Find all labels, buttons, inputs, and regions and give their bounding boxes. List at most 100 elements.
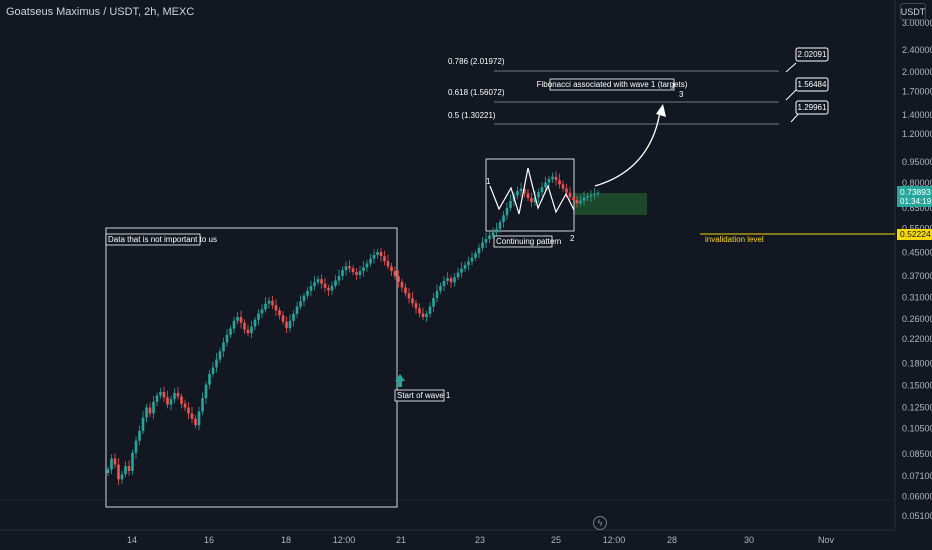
symbol-title[interactable]: Goatseus Maximus / USDT, 2h, MEXC — [6, 6, 195, 18]
candle-body — [488, 235, 491, 240]
candle-body — [453, 277, 456, 283]
time-tick: 16 — [204, 535, 214, 545]
candle-body — [428, 306, 432, 314]
candle-body — [148, 407, 152, 414]
price-tick: 0.12500 — [902, 403, 932, 413]
time-tick: Nov — [818, 535, 835, 545]
candle-body — [362, 267, 365, 272]
price-axis[interactable]: 3.00000 2.40000 2.00000 1.70000 1.40000 1.200… — [902, 18, 932, 521]
candle-body — [257, 313, 260, 320]
candle-body — [337, 275, 341, 281]
candle-body — [456, 272, 460, 278]
candle-body — [323, 283, 327, 288]
candle-body — [537, 192, 540, 198]
candle-body — [432, 298, 435, 307]
candle-body — [442, 280, 446, 287]
unimportant-label: Data that is not important to us — [108, 235, 217, 244]
lightning-icon[interactable]: ϟ — [593, 516, 607, 530]
candle-body — [551, 176, 554, 180]
wave-1-marker: 1 — [486, 177, 491, 186]
candle-body — [190, 413, 194, 419]
time-axis[interactable]: 14 16 18 12:00 21 23 25 12:00 28 30 Nov — [127, 535, 835, 545]
candle-body — [344, 266, 348, 271]
price-tick: 1.20000 — [902, 129, 932, 139]
candle-body — [484, 239, 488, 243]
unimportant-data-box[interactable] — [105, 227, 398, 508]
candle-body — [225, 334, 229, 343]
candle-body — [547, 179, 551, 183]
candle-body — [526, 193, 530, 199]
candle-body — [544, 182, 547, 188]
continuing-pattern-box[interactable] — [485, 158, 575, 232]
candle-body — [372, 254, 376, 259]
candle-body — [327, 287, 330, 291]
candle-body — [558, 180, 561, 185]
candle-body — [138, 430, 141, 441]
candle-body — [260, 309, 264, 314]
candle-body — [131, 452, 134, 471]
time-tick: 28 — [667, 535, 677, 545]
candle-body — [243, 322, 246, 330]
target-zone — [573, 193, 647, 215]
candle-body — [470, 257, 474, 262]
candle-body — [509, 200, 512, 208]
candle-body — [460, 268, 463, 273]
last-price-tag — [897, 186, 932, 207]
currency-button[interactable]: USDT — [900, 3, 926, 20]
candle-body — [418, 308, 421, 314]
time-tick: 23 — [475, 535, 485, 545]
candle-body — [491, 232, 495, 236]
target-arrow-head — [656, 104, 666, 117]
candle-body — [414, 303, 418, 309]
wave-3-marker: 3 — [679, 90, 684, 99]
candle-body — [596, 192, 600, 194]
candle-body — [117, 464, 120, 480]
candle-body — [351, 268, 355, 273]
candle-body — [477, 247, 481, 254]
price-tick: 0.26000 — [902, 314, 932, 324]
candle-body — [439, 286, 442, 291]
candle-body — [295, 306, 299, 314]
candle-body — [376, 252, 379, 255]
candle-body — [106, 469, 110, 474]
candle-body — [334, 280, 337, 286]
candle-body — [124, 466, 127, 475]
candle-body — [386, 261, 390, 267]
candle-body — [348, 266, 351, 269]
pattern-zigzag — [489, 167, 575, 215]
candle-body — [579, 200, 582, 204]
candle-body — [110, 458, 113, 470]
candle-body — [593, 193, 596, 196]
candle-body — [120, 474, 124, 480]
price-tick: 0.08500 — [902, 449, 932, 459]
candle-body — [173, 392, 176, 400]
candle-body — [145, 407, 148, 418]
candle-body — [572, 197, 575, 201]
price-tick: 0.05100 — [902, 511, 932, 521]
candle-body — [299, 301, 302, 307]
candle-body — [162, 392, 166, 398]
candle-body — [201, 398, 204, 412]
candle-body — [236, 317, 239, 321]
time-tick: 12:00 — [333, 535, 356, 545]
candle-body — [271, 300, 274, 306]
callouts — [785, 47, 829, 123]
candle-body — [141, 417, 145, 431]
price-tick: 0.18000 — [902, 358, 932, 368]
candle-body — [498, 222, 502, 229]
candle-body — [232, 320, 236, 329]
fib-0786-label: 0.786 (2.01972) — [448, 57, 505, 66]
target-arrow-curve — [594, 111, 661, 187]
candle-body — [127, 466, 131, 471]
invalidation-price: 0.52224 — [900, 229, 931, 239]
candle-body — [215, 359, 218, 368]
wave1-label-box — [394, 389, 445, 402]
candle-body — [246, 329, 250, 334]
candle-body — [505, 207, 509, 216]
candle-body — [369, 258, 372, 264]
candle-body — [253, 319, 257, 327]
invalidation-label: invalidation level — [705, 235, 764, 244]
candle-body — [565, 188, 568, 193]
price-tick: 2.00000 — [902, 67, 932, 77]
